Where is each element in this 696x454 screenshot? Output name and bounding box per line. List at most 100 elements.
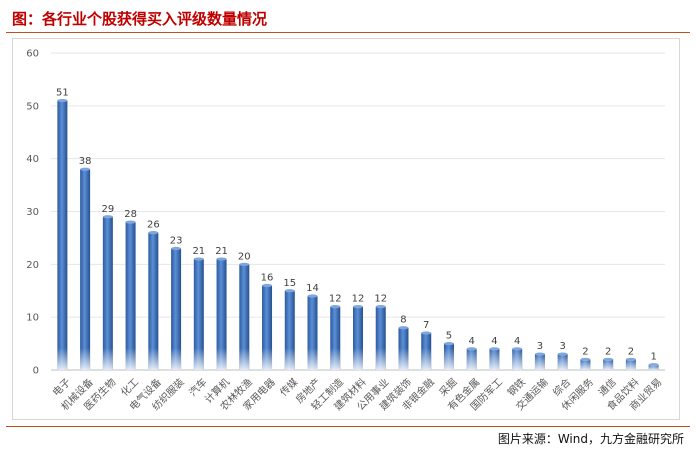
bar [648, 363, 659, 370]
value-label: 2 [582, 346, 588, 357]
y-tick-label: 10 [26, 313, 39, 324]
y-tick-label: 30 [26, 207, 39, 218]
bar-body [57, 100, 68, 371]
bar-reflection [534, 354, 545, 370]
bar-reflection [193, 348, 204, 370]
bar-cap [171, 246, 182, 251]
value-label: 16 [261, 272, 274, 283]
bar [102, 215, 113, 370]
bar-reflection [580, 359, 591, 370]
bar-cap [330, 305, 341, 309]
bar-reflection [557, 354, 568, 370]
bar [262, 283, 273, 370]
value-label: 2 [628, 346, 634, 357]
bar-cap [421, 331, 432, 335]
bar [353, 305, 363, 370]
bar-cap [443, 341, 454, 346]
value-label: 12 [374, 294, 387, 305]
y-tick-label: 40 [26, 154, 39, 165]
bar [443, 341, 454, 370]
bar-body [307, 296, 318, 370]
bar-reflection [421, 348, 432, 370]
value-label: 4 [514, 336, 520, 347]
value-label: 14 [306, 283, 319, 294]
bar-body [193, 259, 204, 370]
bar-cap [216, 257, 227, 261]
value-label: 21 [215, 246, 228, 257]
bar-body [353, 306, 363, 370]
bar-body [330, 306, 341, 370]
value-label: 8 [400, 315, 406, 326]
value-label: 5 [446, 331, 452, 342]
value-label: 29 [101, 204, 114, 215]
bar-body [171, 248, 182, 370]
bar [557, 352, 568, 370]
value-label: 3 [559, 341, 565, 352]
bar-cap [262, 283, 273, 288]
bar-body [125, 222, 136, 370]
bar-reflection [102, 348, 113, 370]
bar-reflection [489, 348, 500, 370]
bar-cap [193, 257, 204, 261]
bar [171, 246, 182, 370]
bar-reflection [171, 348, 182, 370]
bar-body [216, 259, 227, 370]
bar-cap [284, 289, 295, 293]
bar-cap [307, 294, 318, 298]
value-label: 20 [238, 251, 251, 262]
bar [307, 294, 318, 370]
value-label: 21 [192, 246, 205, 257]
bar [330, 305, 341, 370]
bar-reflection [603, 359, 614, 370]
bar-body [239, 264, 250, 370]
bottom-divider [6, 426, 690, 427]
y-tick-label: 20 [26, 260, 39, 271]
bar-reflection [125, 348, 136, 370]
value-label: 7 [423, 320, 429, 331]
bar-body [102, 216, 113, 370]
bar [466, 347, 477, 370]
bar [216, 257, 227, 370]
value-label: 12 [329, 294, 342, 305]
bar-cap [398, 326, 409, 330]
bar [375, 305, 386, 370]
value-label: 38 [79, 156, 92, 167]
bar [398, 326, 409, 370]
bars [57, 98, 659, 371]
bar-reflection [307, 348, 318, 370]
bar-body [80, 169, 91, 370]
bar-body [262, 285, 273, 370]
bar-reflection [80, 348, 91, 370]
value-label: 4 [491, 336, 497, 347]
chart-frame: 0 10 20 30 40 50 60 51 38 29 28 26 23 21 21 20 16 15 14 12… [12, 38, 680, 420]
bar [193, 257, 204, 370]
value-label: 15 [283, 278, 296, 289]
bar-cap [80, 167, 91, 171]
bar-cap [375, 305, 386, 309]
page-title: 图：各行业个股获得买入评级数量情况 [12, 10, 268, 28]
bar [603, 357, 614, 370]
value-label: 3 [537, 341, 543, 352]
value-label: 4 [469, 336, 475, 347]
y-tick-label: 50 [26, 101, 39, 112]
bar-body [284, 290, 295, 370]
bar-reflection [443, 348, 454, 370]
bar-reflection [239, 348, 250, 370]
y-tick-label: 60 [26, 49, 39, 60]
bar-body [148, 232, 159, 370]
bar [512, 347, 523, 370]
value-label: 1 [650, 352, 656, 363]
bar-cap [353, 305, 363, 309]
bar-reflection [375, 348, 386, 370]
y-tick-label: 0 [33, 366, 39, 377]
value-label: 23 [170, 235, 183, 246]
bar-body [375, 306, 386, 370]
bar [57, 98, 68, 371]
bar-reflection [216, 348, 227, 370]
bar-reflection [57, 348, 68, 370]
bar-reflection [148, 348, 159, 370]
value-label: 51 [56, 88, 69, 99]
bar-cap [125, 220, 136, 224]
